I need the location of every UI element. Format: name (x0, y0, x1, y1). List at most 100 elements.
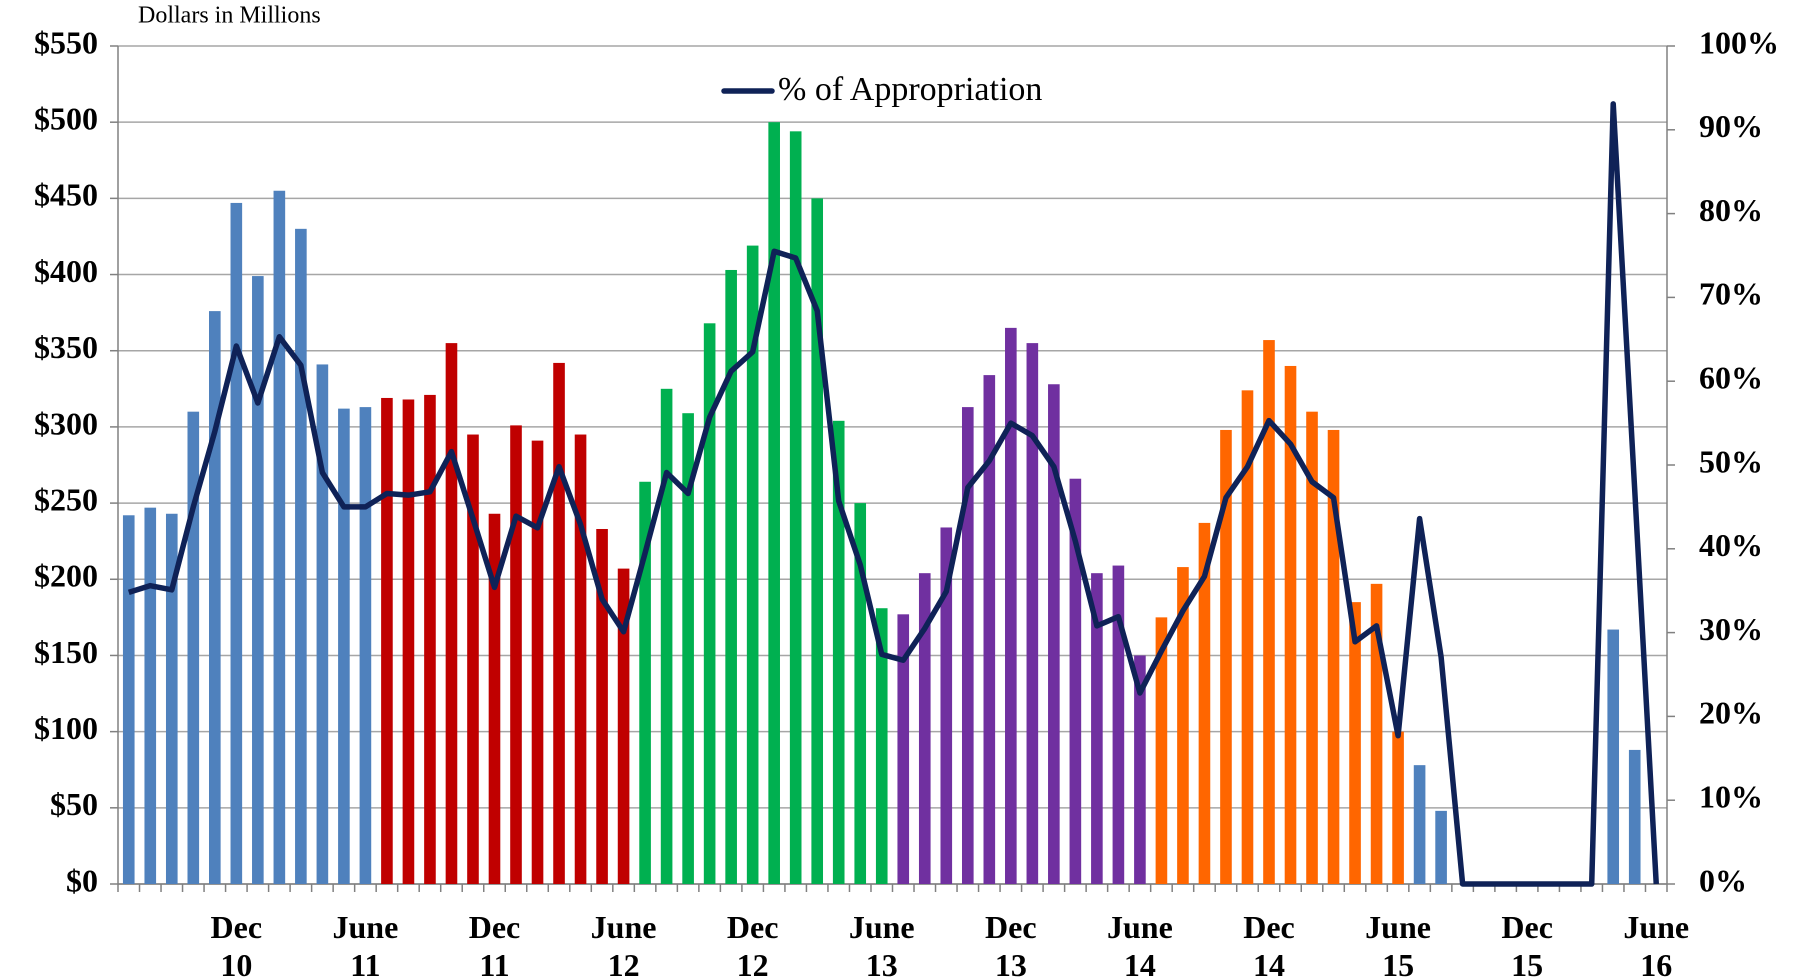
bar (252, 276, 264, 884)
y-tick-label: $450 (34, 177, 98, 213)
bar (574, 434, 587, 884)
y-tick-label: $200 (34, 558, 98, 594)
bar (1091, 573, 1103, 884)
bar (1370, 583, 1383, 884)
bar (1134, 655, 1146, 884)
bar (187, 411, 200, 884)
bar (1048, 384, 1060, 884)
y2-tick-label: 0% (1699, 862, 1747, 898)
bar (1177, 567, 1189, 884)
x-tick-label: Dec 11 (468, 909, 521, 980)
bar (1435, 810, 1447, 884)
bar (165, 513, 178, 884)
y2-tick-label: 30% (1699, 611, 1763, 647)
x-tick-label: June 13 (848, 909, 915, 980)
bar (854, 503, 867, 884)
y2-tick-label: 70% (1699, 276, 1763, 312)
bar (746, 245, 759, 884)
bar (1026, 343, 1039, 884)
bar (273, 190, 286, 884)
y-tick-label: $150 (34, 634, 98, 670)
bar (1263, 340, 1275, 884)
bar (230, 202, 243, 884)
bar (488, 513, 501, 884)
bar (768, 122, 780, 884)
y-tick-label: $550 (34, 24, 98, 60)
bar (1005, 327, 1017, 884)
y2-tick-label: 60% (1699, 360, 1763, 396)
x-tick-label: June 15 (1365, 909, 1431, 980)
y2-tick-label: 100% (1699, 24, 1779, 60)
line (127, 101, 1659, 887)
bar (1155, 617, 1168, 884)
x-tick-label: June 11 (332, 909, 399, 980)
bar (445, 343, 458, 884)
x-tick-label: Dec 10 (210, 909, 263, 980)
y2-tick-label: 50% (1699, 443, 1763, 479)
bar (725, 269, 737, 884)
bar (467, 434, 479, 884)
bar (983, 375, 996, 884)
y2-tick-label: 10% (1699, 779, 1763, 815)
bar (209, 311, 221, 884)
bar (1607, 629, 1620, 884)
chart-subtitle: Dollars in Millions (138, 3, 321, 29)
y-tick-label: $0 (66, 862, 98, 898)
bar (424, 394, 436, 884)
bar (682, 413, 694, 884)
x-tick-label: Dec 14 (1243, 909, 1295, 980)
bar (553, 362, 565, 884)
x-tick-label: June 14 (1107, 909, 1173, 980)
bar (918, 573, 931, 884)
legend-label: % of Appropriation (778, 71, 1042, 108)
x-tick-label: Dec 12 (726, 909, 779, 980)
bar (402, 399, 415, 884)
bar (1284, 365, 1297, 884)
bar (897, 614, 910, 884)
bar (1628, 749, 1641, 884)
bar (381, 397, 393, 884)
bar (703, 323, 716, 884)
y-tick-label: $400 (34, 253, 98, 289)
bar (832, 420, 845, 884)
bar (789, 131, 802, 885)
y-tick-label: $300 (34, 405, 98, 441)
bar (338, 408, 350, 884)
y2-tick-label: 90% (1699, 108, 1763, 144)
x-tick-label: Dec 13 (985, 909, 1037, 980)
y-tick-label: $500 (34, 101, 98, 137)
bar (940, 527, 953, 884)
bar (359, 407, 372, 884)
bar (875, 608, 888, 884)
bar (1069, 478, 1082, 884)
x-tick-label: June 16 (1623, 909, 1690, 980)
bar (1392, 731, 1404, 884)
y-tick-label: $100 (34, 710, 98, 746)
bar (1220, 429, 1232, 884)
bar (122, 515, 135, 884)
bar (1306, 411, 1318, 884)
x-tick-label: Dec 15 (1501, 909, 1553, 980)
bar (1241, 390, 1254, 884)
bar (961, 407, 974, 884)
x-tick-label: June 12 (590, 909, 657, 980)
bar (617, 568, 630, 884)
bar (1112, 565, 1125, 884)
bar (295, 228, 307, 884)
bar (639, 481, 651, 884)
y2-tick-label: 40% (1699, 527, 1763, 563)
bar (1349, 602, 1361, 884)
bar (660, 388, 673, 884)
bar (1413, 765, 1426, 884)
bar (1327, 429, 1340, 884)
bar (316, 364, 329, 884)
bar (1198, 522, 1211, 884)
bar (596, 528, 608, 884)
y-tick-label: $250 (34, 481, 98, 517)
bar (811, 198, 824, 884)
y-tick-label: $350 (34, 329, 98, 365)
y-tick-label: $50 (50, 786, 98, 822)
bar (531, 440, 544, 884)
